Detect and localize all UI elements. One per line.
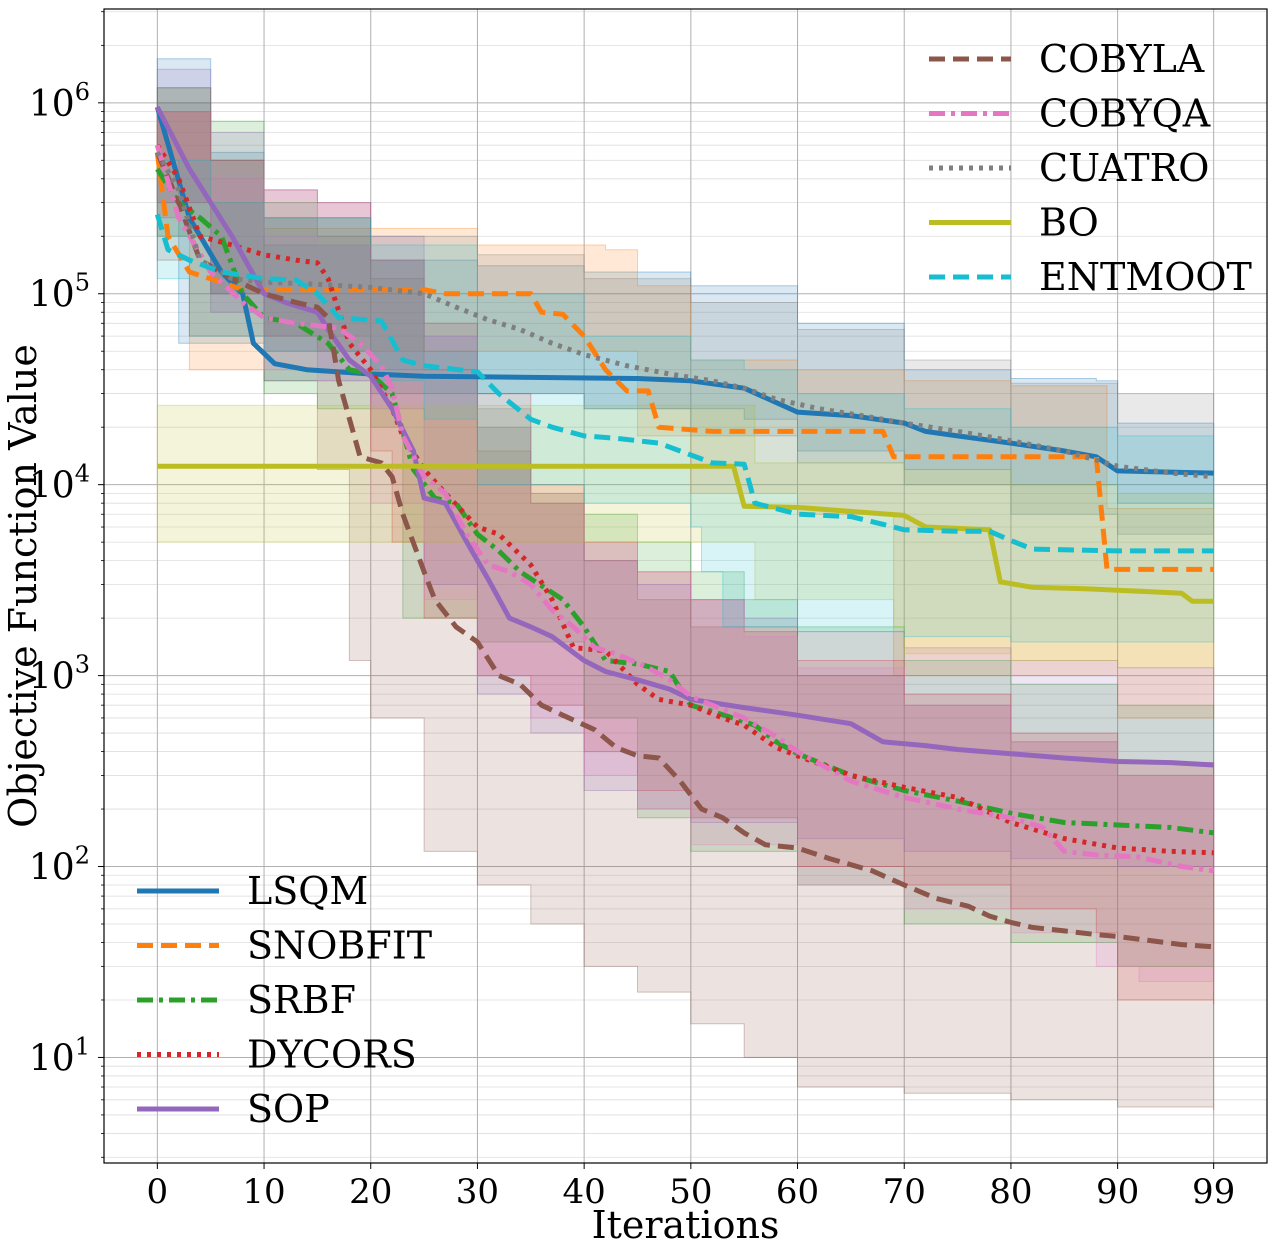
- y-tick-label: 103: [29, 651, 90, 698]
- legend-top-right: COBYLA COBYQA CUATRO BO ENTMOOT: [929, 37, 1252, 299]
- legends: LSQM SNOBFIT SRBF DYCORS SOP COBYLA COBYQA CUAT…: [137, 37, 1252, 1131]
- x-tick-label: 50: [669, 1172, 712, 1212]
- series-line-cobyla: [155, 151, 1214, 950]
- legend-label-dycors: DYCORS: [247, 1033, 417, 1077]
- band-entmoot: [156, 159, 1215, 643]
- legend-label-srbf: SRBF: [247, 978, 356, 1022]
- band-snobfit: [156, 111, 1215, 719]
- series-line-snobfit: [154, 152, 1214, 572]
- x-tick-label: 60: [776, 1172, 819, 1212]
- band-srbf: [156, 87, 1215, 982]
- x-tick-label: 10: [242, 1172, 285, 1212]
- legend-label-lsqm: LSQM: [247, 869, 368, 913]
- legend-label-cuatro: CUATRO: [1039, 146, 1209, 190]
- x-tick-label: 99: [1192, 1172, 1235, 1212]
- grid: [104, 9, 1267, 1163]
- y-axis-label: Objective Function Value: [1, 344, 45, 828]
- x-tick-label: 20: [349, 1172, 392, 1212]
- x-tick-label: 90: [1096, 1172, 1139, 1212]
- band-sop: [156, 68, 1215, 871]
- y-tick-label: 102: [29, 842, 90, 889]
- x-tick-label: 30: [456, 1172, 499, 1212]
- x-tick-label: 40: [563, 1172, 606, 1212]
- legend-label-cobyla: COBYLA: [1039, 37, 1205, 81]
- band-dycors: [156, 111, 1215, 1005]
- y-tick-label: 101: [29, 1032, 90, 1079]
- legend-label-sop: SOP: [247, 1087, 330, 1131]
- axis-ticks: 0 10 20 30 40 50 60 70 80 90 99 101 102 103 104 105 106: [29, 11, 1235, 1212]
- legend-label-entmoot: ENTMOOT: [1039, 255, 1252, 299]
- confidence-bands: [156, 58, 1215, 1111]
- series-lines: [154, 105, 1215, 950]
- y-tick-label: 105: [29, 269, 90, 316]
- legend-label-snobfit: SNOBFIT: [247, 924, 432, 968]
- band-cobyqa: [156, 111, 1215, 993]
- x-axis-label: Iterations: [592, 1203, 780, 1247]
- plot-frame: [103, 8, 1268, 1164]
- legend-label-cobyqa: COBYQA: [1039, 92, 1211, 136]
- series-line-sop: [155, 105, 1214, 768]
- y-tick-label: 106: [29, 78, 90, 125]
- y-tick-label: 104: [29, 460, 90, 507]
- series-line-cuatro: [155, 151, 1214, 480]
- series-line-bo: [157, 463, 1214, 604]
- x-tick-label: 70: [883, 1172, 926, 1212]
- series-line-entmoot: [154, 213, 1214, 554]
- x-tick-label: 80: [989, 1172, 1032, 1212]
- x-tick-label: 0: [147, 1172, 169, 1212]
- legend-bottom-left: LSQM SNOBFIT SRBF DYCORS SOP: [137, 869, 432, 1131]
- series-line-dycors: [155, 143, 1214, 856]
- band-lsqm: [156, 58, 1215, 509]
- series-line-cobyqa: [154, 144, 1215, 874]
- legend-label-bo: BO: [1039, 201, 1099, 245]
